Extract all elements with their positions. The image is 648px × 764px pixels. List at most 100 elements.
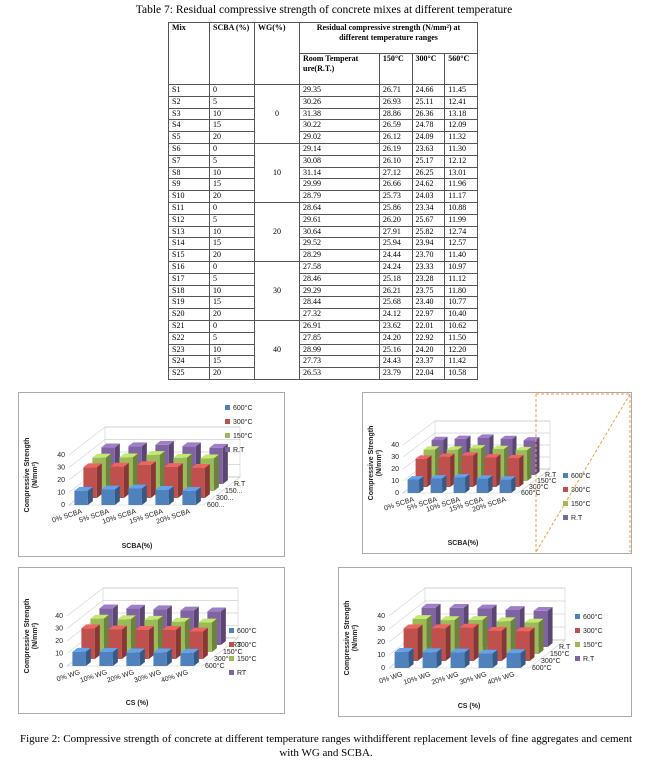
table-cell: 11.12 [444,272,478,286]
bar [430,478,443,493]
table-cell: 10.40 [444,308,478,321]
bar [438,456,451,487]
bar-top [144,615,163,620]
table-cell: 26.93 [378,95,413,109]
y-tick-label: 40 [57,452,65,459]
bar-top [200,454,219,459]
x-tick-label: 0% WG [56,669,81,683]
bar-side [112,648,118,666]
depth-label: 600°C [521,489,541,497]
depth-label: 150°C [537,477,557,485]
depth-label: 300°C [541,657,561,665]
depth-label: 150°C [550,650,570,658]
legend-label: 600°C [583,613,603,621]
bar-side [186,453,192,491]
bar [180,652,194,666]
bar-side [94,624,100,659]
table-cell: S23 [168,343,210,357]
table-cell: S9 [168,178,210,192]
legend-swatch [229,628,234,633]
table-cell: 15 [209,119,255,133]
bar-top [412,615,432,619]
table-cell: 10 [209,284,255,298]
legend-swatch [563,487,568,492]
bar-top [162,625,181,630]
x-axis-label: CS (%) [126,700,149,707]
grid-line [402,432,550,458]
depth-label: 150... [225,488,243,495]
bar-top [407,476,424,480]
table-cell: 5 [209,331,255,345]
table-cell: 25.67 [411,213,446,227]
table-cell: 29.99 [299,178,380,192]
table-cell: 24.62 [411,178,446,192]
bar-top [108,625,127,630]
bar-top [478,649,498,654]
bar-top [128,442,147,447]
bar-side [204,464,210,498]
bar-top [430,475,447,479]
bar-side [511,476,516,493]
table-cell: 5 [209,272,255,286]
bar-side [442,475,447,493]
bar-top [198,618,217,623]
bar [128,488,142,505]
bar-side [473,623,479,661]
bar-side [436,648,442,668]
y-tick-label: 10 [55,651,63,658]
bar-top [403,624,423,629]
bar-side [195,487,201,505]
bar [126,652,140,666]
table-cell: S12 [168,213,210,227]
table-cell: 22.04 [411,367,446,380]
bar-top [453,474,470,478]
bar-side [445,624,451,661]
bar-side [519,454,524,487]
table-cell: 24.43 [378,355,413,369]
table-row: S15 20 28.29 24.44 23.70 11.40 [168,249,478,262]
table-cell: S11 [168,201,210,215]
table-cell: 26.53 [299,367,380,380]
table-cell: 26.71 [378,84,413,97]
table-cell: 27.91 [378,225,413,239]
legend-label: 300°C [571,486,591,494]
x-axis-label: SCBA(%) [448,540,479,547]
bar-top [189,627,208,632]
bar-top [155,440,174,445]
bar [461,455,474,487]
bar-top [461,452,478,456]
x-axis-label: SCBA(%) [122,543,153,550]
bar-top [153,605,172,610]
table-cell: 26.25 [411,166,446,180]
bar-top [394,648,414,652]
table-cell: S1 [168,84,210,97]
bar-side [458,446,463,481]
bar-top [449,604,469,608]
legend-swatch [225,433,230,438]
bar-top [180,648,199,653]
x-tick-label: 30% WG [459,671,488,686]
bar-side [419,476,424,493]
table-row: S7 5 30.08 26.10 25.17 12.12 [168,154,478,168]
bar-side [159,451,165,491]
bar-top [505,606,525,611]
legend-label: 600°C [233,404,253,412]
table-cell: 12.74 [444,225,478,239]
table-cell: S25 [168,367,210,380]
table-caption: Table 7: Residual compressive strength o… [135,4,513,16]
legend-label: 600°C [237,627,257,635]
bar-top [492,445,509,450]
table-cell: 28.64 [299,201,380,215]
bar-top [90,614,109,619]
bar-side [148,625,154,659]
table-cell: 10.97 [444,260,478,274]
bar-top [459,623,479,628]
table-cell: 29.61 [299,213,380,227]
bar-top [454,435,471,439]
table-cell: 10 [209,343,255,357]
grid-line [68,426,240,456]
legend-label: R.T [571,515,583,522]
table-cell: 22.92 [411,331,446,345]
